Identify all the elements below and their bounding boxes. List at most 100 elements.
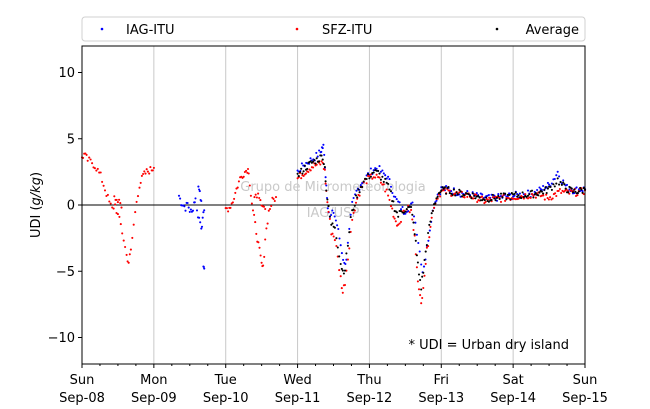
data-point [348, 227, 351, 230]
data-point [266, 222, 269, 225]
data-point [474, 193, 478, 196]
data-point [332, 211, 335, 214]
data-point [199, 221, 202, 224]
data-point [398, 201, 401, 204]
data-point [526, 194, 530, 197]
data-point [384, 190, 387, 193]
data-point [320, 150, 323, 153]
data-point [415, 266, 418, 269]
data-point [436, 195, 439, 198]
data-point [392, 200, 395, 203]
data-point [135, 200, 138, 203]
data-point [139, 181, 142, 184]
data-point [477, 195, 480, 198]
data-point [309, 169, 312, 172]
data-point [557, 189, 560, 192]
data-point [424, 262, 427, 265]
data-point [423, 274, 426, 277]
legend-label: Average [526, 23, 579, 38]
data-point [452, 188, 455, 191]
data-point [368, 177, 371, 180]
data-point [428, 223, 431, 226]
data-point [579, 186, 582, 189]
legend-label: SFZ-ITU [322, 23, 372, 38]
data-point [201, 216, 204, 219]
data-point [85, 153, 88, 156]
data-point [236, 186, 239, 189]
data-point [116, 201, 119, 204]
data-point [425, 246, 428, 249]
data-point [379, 178, 382, 181]
data-point [513, 194, 516, 197]
data-point [534, 196, 537, 199]
data-point [358, 191, 361, 194]
data-point [198, 190, 201, 193]
data-point [233, 197, 236, 200]
data-point [428, 229, 431, 232]
data-point [258, 196, 261, 200]
data-point [116, 213, 119, 216]
data-point [313, 158, 316, 162]
data-point [331, 232, 334, 235]
data-point [323, 153, 326, 156]
data-point [419, 278, 422, 282]
data-point [510, 192, 513, 195]
data-point [319, 163, 322, 166]
data-point [268, 207, 272, 211]
data-point [530, 193, 534, 196]
data-point [375, 167, 378, 170]
data-point [555, 194, 558, 198]
data-point [508, 193, 511, 197]
data-point [420, 302, 423, 305]
data-point [343, 269, 347, 272]
data-point [352, 196, 355, 200]
data-point [441, 186, 444, 189]
data-point [183, 205, 186, 208]
data-point [267, 209, 270, 212]
data-point [327, 205, 330, 208]
data-point [420, 263, 423, 266]
data-point [341, 291, 344, 294]
data-point [326, 198, 329, 201]
data-point [132, 223, 135, 226]
data-point [95, 169, 98, 172]
data-point [555, 174, 558, 177]
data-point [499, 192, 503, 195]
data-point [302, 170, 305, 173]
data-point [532, 194, 535, 197]
data-point [501, 196, 504, 199]
data-point [89, 158, 92, 161]
data-point [339, 244, 342, 247]
data-point [354, 201, 358, 204]
x-tick-date: Sep-08 [59, 391, 105, 406]
data-point [412, 215, 416, 218]
data-point [257, 192, 260, 195]
data-point [125, 253, 128, 256]
data-point [307, 170, 310, 174]
data-point [415, 233, 418, 236]
data-point [424, 250, 427, 253]
data-point [339, 275, 342, 278]
data-point [389, 185, 393, 188]
data-point [179, 197, 182, 200]
data-point [536, 188, 539, 192]
data-point [545, 191, 548, 195]
data-point [346, 244, 349, 247]
data-point [315, 157, 318, 160]
data-point [249, 194, 252, 197]
data-point [562, 179, 565, 182]
data-point [338, 269, 341, 272]
data-point [101, 180, 104, 183]
data-point [336, 246, 339, 249]
data-point [416, 261, 419, 264]
data-point [537, 194, 540, 197]
data-point [381, 175, 384, 178]
data-point [257, 241, 260, 244]
data-point [466, 190, 469, 193]
data-point [202, 265, 205, 268]
data-point [251, 209, 255, 212]
data-point [200, 199, 203, 203]
data-point [498, 197, 501, 201]
data-point [366, 173, 370, 176]
data-point [391, 207, 394, 210]
